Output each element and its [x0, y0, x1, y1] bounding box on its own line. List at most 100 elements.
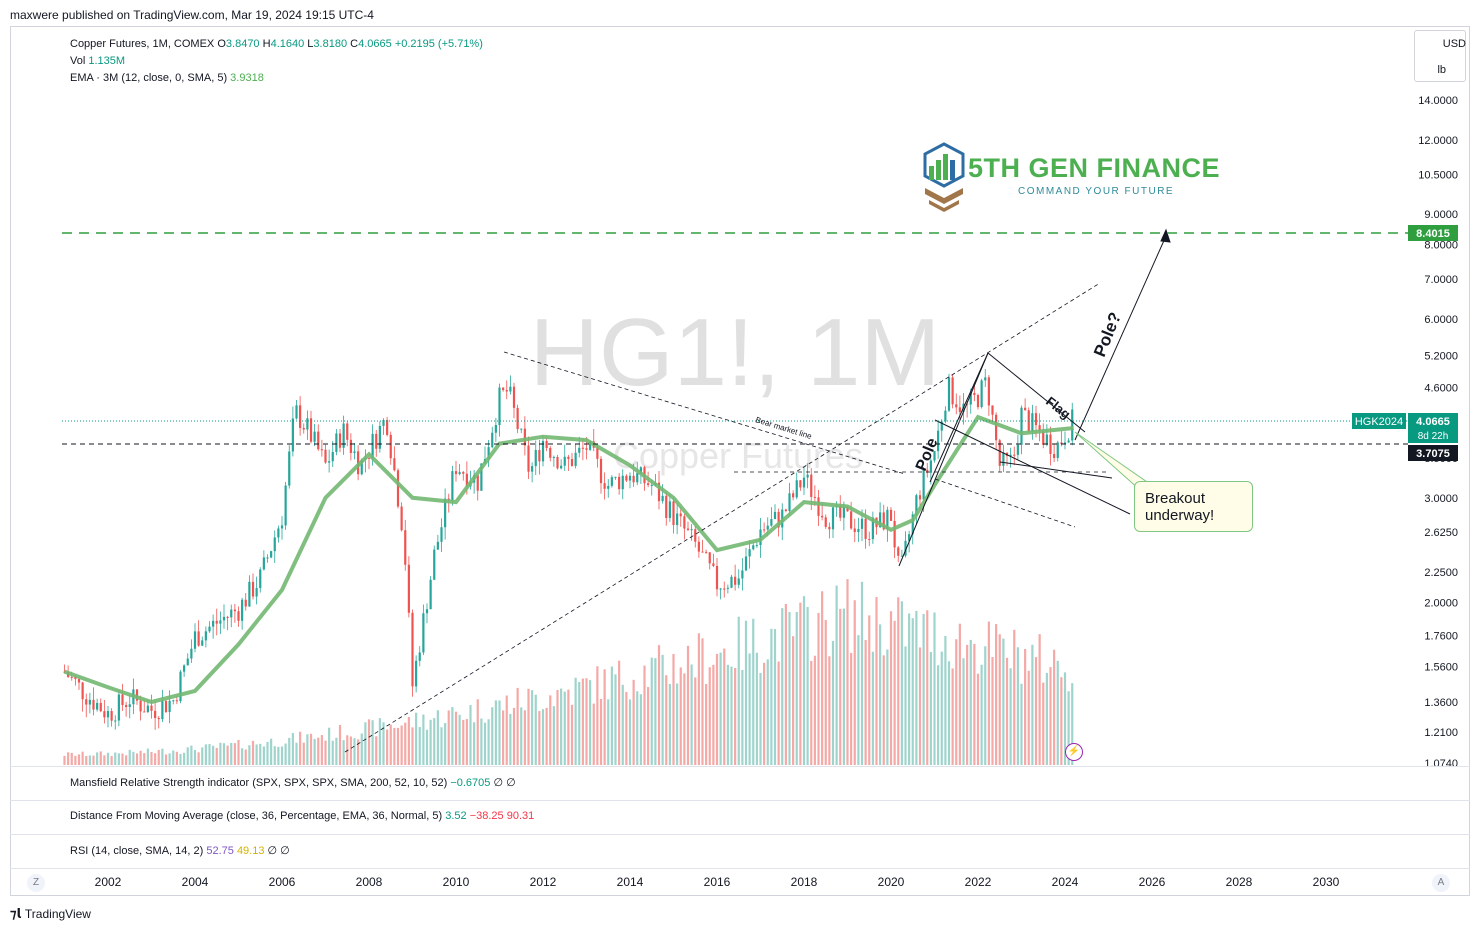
- lightning-icon[interactable]: ⚡: [1065, 743, 1083, 761]
- candle-body: [545, 440, 548, 448]
- watermark-symbol: HG1!, 1M: [530, 299, 941, 406]
- volume-bar: [357, 739, 360, 765]
- currency-label[interactable]: USD: [1442, 38, 1466, 50]
- x-tick-label: 2028: [1226, 875, 1253, 889]
- candle-body: [212, 620, 215, 627]
- volume-bar: [995, 624, 998, 765]
- candle-body: [817, 497, 820, 516]
- candle-body: [621, 475, 624, 490]
- volume-bar: [589, 680, 592, 765]
- logo-icon: [923, 142, 965, 212]
- volume-bar: [317, 737, 320, 765]
- candle-body: [744, 556, 748, 571]
- candle-body: [676, 513, 679, 526]
- volume-bar: [665, 675, 668, 765]
- volume-bar: [114, 752, 117, 765]
- pole-line-2: [929, 352, 989, 483]
- candle-body: [125, 704, 128, 708]
- volume-bar: [324, 740, 327, 765]
- candle-body: [157, 718, 160, 720]
- price-axis[interactable]: 14.0000 12.0000 10.5000 9.0000 8.0000 7.0000 6…: [1418, 95, 1458, 770]
- candle-body: [897, 547, 900, 556]
- candle-body: [523, 428, 526, 446]
- candle-body: [995, 414, 998, 441]
- volume-bar: [70, 752, 73, 765]
- dma-indicator[interactable]: Distance From Moving Average (close, 36,…: [70, 810, 535, 822]
- volume-bar: [179, 753, 182, 765]
- volume-bar: [741, 669, 744, 765]
- volume-bar: [473, 722, 476, 765]
- volume-bar: [784, 603, 787, 765]
- volume-bar: [1038, 634, 1041, 765]
- candle-body: [984, 377, 987, 381]
- candle-body: [549, 447, 552, 458]
- candle-body: [190, 648, 193, 659]
- candle-body: [498, 387, 501, 426]
- volume-bar: [726, 664, 729, 765]
- volume-bar: [824, 620, 827, 765]
- volume-bar: [404, 722, 407, 765]
- target-tag: [1408, 225, 1458, 241]
- volume-bar: [766, 659, 769, 765]
- candle-body: [425, 609, 429, 614]
- time-axis[interactable]: 2002 2004 2006 2008 2010 2012 2014 2016 2018 2020…: [95, 875, 1340, 889]
- volume-bar: [668, 683, 671, 765]
- candle-body: [639, 467, 642, 474]
- candle-body: [668, 501, 671, 519]
- unit-selector[interactable]: [1414, 30, 1466, 82]
- x-tick-label: 2010: [443, 875, 470, 889]
- candle-body: [346, 423, 349, 440]
- unit-label[interactable]: lb: [1437, 64, 1446, 76]
- volume-bar: [309, 733, 313, 765]
- volume-bar: [143, 753, 146, 765]
- volume-bar: [581, 678, 584, 765]
- candle-body: [926, 469, 929, 473]
- volume-bar: [846, 579, 849, 765]
- candle-body: [715, 565, 719, 590]
- candle-body: [491, 432, 494, 448]
- y-tick-label: 12.0000: [1418, 135, 1458, 147]
- mansfield-indicator[interactable]: Mansfield Relative Strength indicator (S…: [70, 777, 516, 789]
- candle-body: [871, 517, 874, 540]
- candle-body: [679, 513, 682, 517]
- candle-body: [614, 476, 617, 478]
- candle-body: [96, 702, 99, 710]
- y-tick-label: 2.6250: [1424, 527, 1458, 539]
- candle-body: [777, 511, 780, 528]
- rsi-indicator[interactable]: RSI (14, close, SMA, 14, 2) 52.75 49.13 …: [70, 845, 290, 857]
- volume-bar: [647, 687, 650, 765]
- volume-bar: [715, 653, 719, 765]
- projection-arrowhead: [1160, 228, 1171, 243]
- volume-bar: [183, 752, 186, 765]
- y-tick-label: 1.0740: [1424, 758, 1458, 770]
- x-tick-label: 2022: [965, 875, 992, 889]
- candle-body: [596, 447, 599, 459]
- candle-body: [694, 529, 697, 542]
- level-tag-text: 3.7075: [1416, 448, 1450, 460]
- x-tick-label: 2024: [1052, 875, 1079, 889]
- candle-body: [531, 466, 534, 472]
- volume-bar: [973, 643, 976, 765]
- volume-bar: [712, 664, 715, 765]
- volume-bar: [1016, 647, 1019, 765]
- candle-body: [509, 386, 512, 392]
- auto-scale-button[interactable]: A: [1432, 874, 1450, 892]
- volume-bar: [248, 745, 251, 765]
- candle-body: [589, 441, 592, 450]
- volume-bar: [650, 657, 653, 765]
- zoom-button[interactable]: Z: [27, 874, 45, 892]
- y-tick-label: 1.5600: [1424, 662, 1458, 674]
- candle-body: [175, 700, 178, 702]
- volume-bar: [1063, 672, 1067, 765]
- volume-bar: [523, 710, 526, 765]
- candle-body: [436, 541, 439, 550]
- candle-body: [429, 579, 432, 610]
- candle-body: [338, 433, 342, 448]
- candle-body: [937, 430, 940, 452]
- volume-bar: [1056, 660, 1059, 765]
- volume-bar: [1020, 683, 1023, 765]
- candle-body: [730, 576, 733, 588]
- candle-body: [280, 525, 284, 529]
- candle-body: [585, 448, 588, 450]
